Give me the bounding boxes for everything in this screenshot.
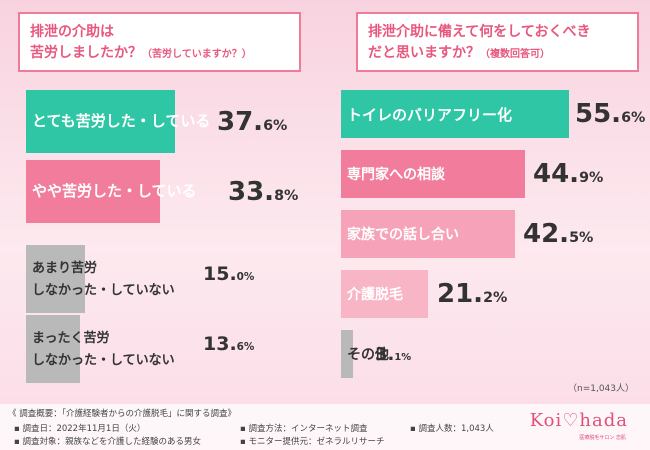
right-value-label-0: 55.6% (575, 99, 645, 129)
left-bar-chart: とても苦労した・している 37.6% やや苦労した・している 33.8% あまり苦労 しな… (26, 90, 298, 383)
survey-overview: 《 調査概要：「介護経験者からの介護脱毛」に関する調査》 (8, 409, 236, 419)
left-category-line2-2: しなかった・していない (32, 283, 175, 298)
left-category-label-0: とても苦労した・している (32, 112, 211, 130)
left-question-sub: （苦労していますか？） (142, 49, 252, 60)
right-category-label-0: トイレのバリアフリー化 (347, 106, 513, 124)
right-question-line2: だと思いますか？（複数回答可） (368, 45, 550, 61)
left-value-int-2: 15. (203, 263, 237, 285)
left-value-dec-3: 6% (236, 341, 255, 353)
left-category-label-2: あまり苦労しなかった・していない (32, 258, 175, 302)
left-category-label-3: まったく苦労しなかった・していない (32, 328, 175, 372)
right-category-label-1: 専門家への相談 (347, 167, 445, 183)
right-bar-0 (341, 90, 569, 138)
left-question-line1: 排泄の介助は (30, 24, 114, 40)
right-value-dec-1: 9% (579, 170, 604, 186)
right-bar-chart: トイレのバリアフリー化 55.6% 専門家への相談 44.9% 家族での話し合い 42.5… (341, 90, 645, 378)
right-category-label-4: その他 (347, 347, 389, 363)
left-bar-1 (26, 160, 160, 223)
left-value-label-2: 15.0% (203, 263, 254, 285)
right-value-label-2: 42.5% (523, 219, 593, 249)
right-bar-3 (341, 270, 428, 318)
right-question-line1: 排泄介助に備えて何をしておくべき (368, 24, 591, 40)
left-bar-3 (26, 315, 80, 383)
right-value-label-1: 44.9% (533, 159, 603, 189)
left-value-dec-0: 6% (263, 118, 288, 134)
left-question-line2: 苦労しましたか？（苦労していますか？） (30, 45, 252, 61)
left-category-line1-2: あまり苦労 (32, 261, 98, 276)
left-bar-0 (26, 90, 175, 153)
right-value-int-1: 44. (533, 159, 580, 189)
left-value-int-0: 37. (217, 107, 264, 137)
right-bar-4 (341, 330, 353, 378)
right-question-sub: （複数回答可） (480, 49, 550, 60)
left-value-label-3: 13.6% (203, 333, 254, 355)
left-bar-2 (26, 245, 86, 313)
survey-footer: 《 調査概要：「介護経験者からの介護脱毛」に関する調査》 ▪ 調査日：2022年… (0, 404, 650, 450)
left-category-line1-3: まったく苦労 (32, 331, 110, 346)
right-category-label-3: 介護脱毛 (347, 287, 403, 303)
left-value-label-1: 33.8% (228, 177, 298, 207)
brand-logo: Koi♡hada (529, 410, 628, 431)
right-value-int-2: 42. (523, 219, 570, 249)
left-value-dec-1: 8% (274, 188, 299, 204)
right-value-int-3: 21. (437, 279, 484, 309)
survey-count: ▪ 調査人数：1,043人 (410, 424, 494, 434)
survey-target: ▪ 調査対象：親族などを介護した経験のある男女 (14, 437, 201, 447)
left-value-dec-2: 0% (236, 271, 255, 283)
right-value-dec-2: 5% (569, 230, 594, 246)
right-category-label-2: 家族での話し合い (347, 227, 459, 243)
left-category-label-1: やや苦労した・している (32, 182, 197, 200)
survey-provider: ▪ モニター提供元：ゼネラルリサーチ (240, 437, 385, 447)
left-question-box: 排泄の介助は 苦労しましたか？（苦労していますか？） (18, 12, 301, 72)
right-value-dec-0: 6% (621, 110, 646, 126)
left-value-label-0: 37.6% (217, 107, 287, 137)
left-value-int-1: 33. (228, 177, 275, 207)
right-value-label-4: 3.1% (375, 344, 411, 365)
right-bar-1 (341, 150, 526, 198)
right-value-int-0: 55. (575, 99, 622, 129)
left-category-line2-3: しなかった・していない (32, 353, 175, 368)
sample-size-note: （n=1,043人） (567, 384, 634, 394)
survey-method: ▪ 調査方法：インターネット調査 (240, 424, 368, 434)
right-value-label-3: 21.2% (437, 279, 507, 309)
survey-date: ▪ 調査日：2022年11月1日（火） (14, 424, 146, 434)
left-value-int-3: 13. (203, 333, 237, 355)
right-value-int-4: 3. (375, 344, 395, 365)
right-question-box: 排泄介助に備えて何をしておくべき だと思いますか？（複数回答可） (356, 12, 639, 72)
right-value-dec-4: 1% (394, 352, 412, 363)
brand-logo-sub: 医療脱毛サロン 恋肌 (579, 435, 626, 441)
right-bar-2 (341, 210, 516, 258)
right-value-dec-3: 2% (483, 290, 508, 306)
